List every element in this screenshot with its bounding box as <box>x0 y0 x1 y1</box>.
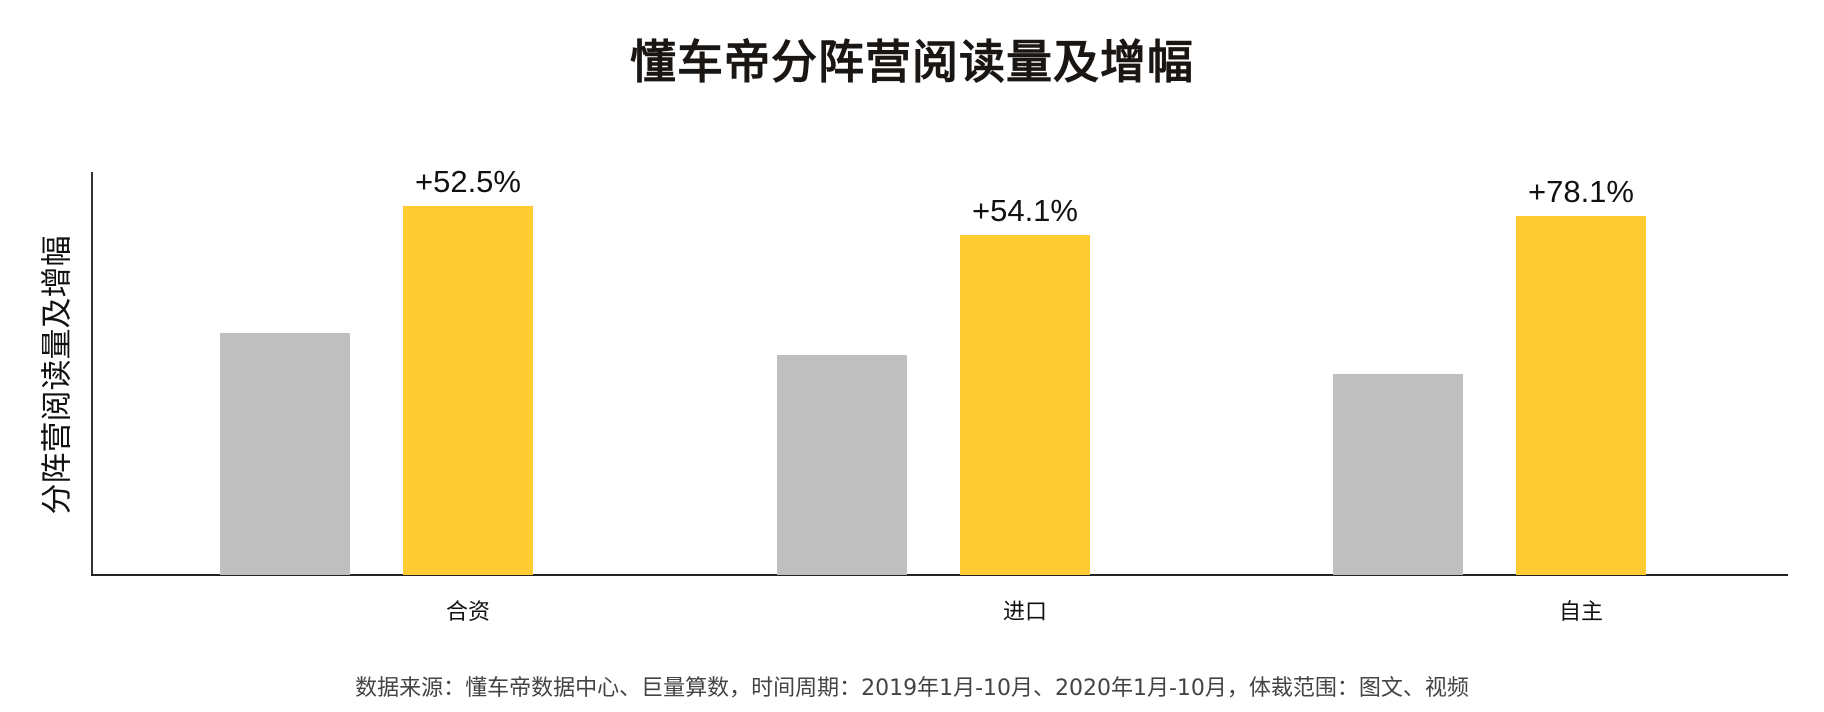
bar-2019-0 <box>220 333 350 575</box>
y-axis-line <box>91 172 93 576</box>
growth-label: +78.1% <box>1527 174 1634 209</box>
bar-2020-1 <box>960 235 1090 575</box>
growth-label: +54.1% <box>971 193 1078 228</box>
bar-2020-0 <box>403 206 533 575</box>
category-label: 合资 <box>445 600 490 625</box>
bar-2019-1 <box>777 355 907 575</box>
category-label: 自主 <box>1558 600 1603 625</box>
growth-label: +52.5% <box>414 164 521 199</box>
data-source-note: 数据来源：懂车帝数据中心、巨量算数，时间周期：2019年1月-10月、2020年… <box>355 676 1469 701</box>
x-axis-line <box>91 574 1788 576</box>
category-label: 进口 <box>1002 600 1047 625</box>
bar-2019-2 <box>1333 374 1463 575</box>
chart-title: 懂车帝分阵营阅读量及增幅 <box>630 35 1194 89</box>
bar-2020-2 <box>1516 216 1646 575</box>
y-axis-label: 分阵营阅读量及增幅 <box>39 235 76 515</box>
